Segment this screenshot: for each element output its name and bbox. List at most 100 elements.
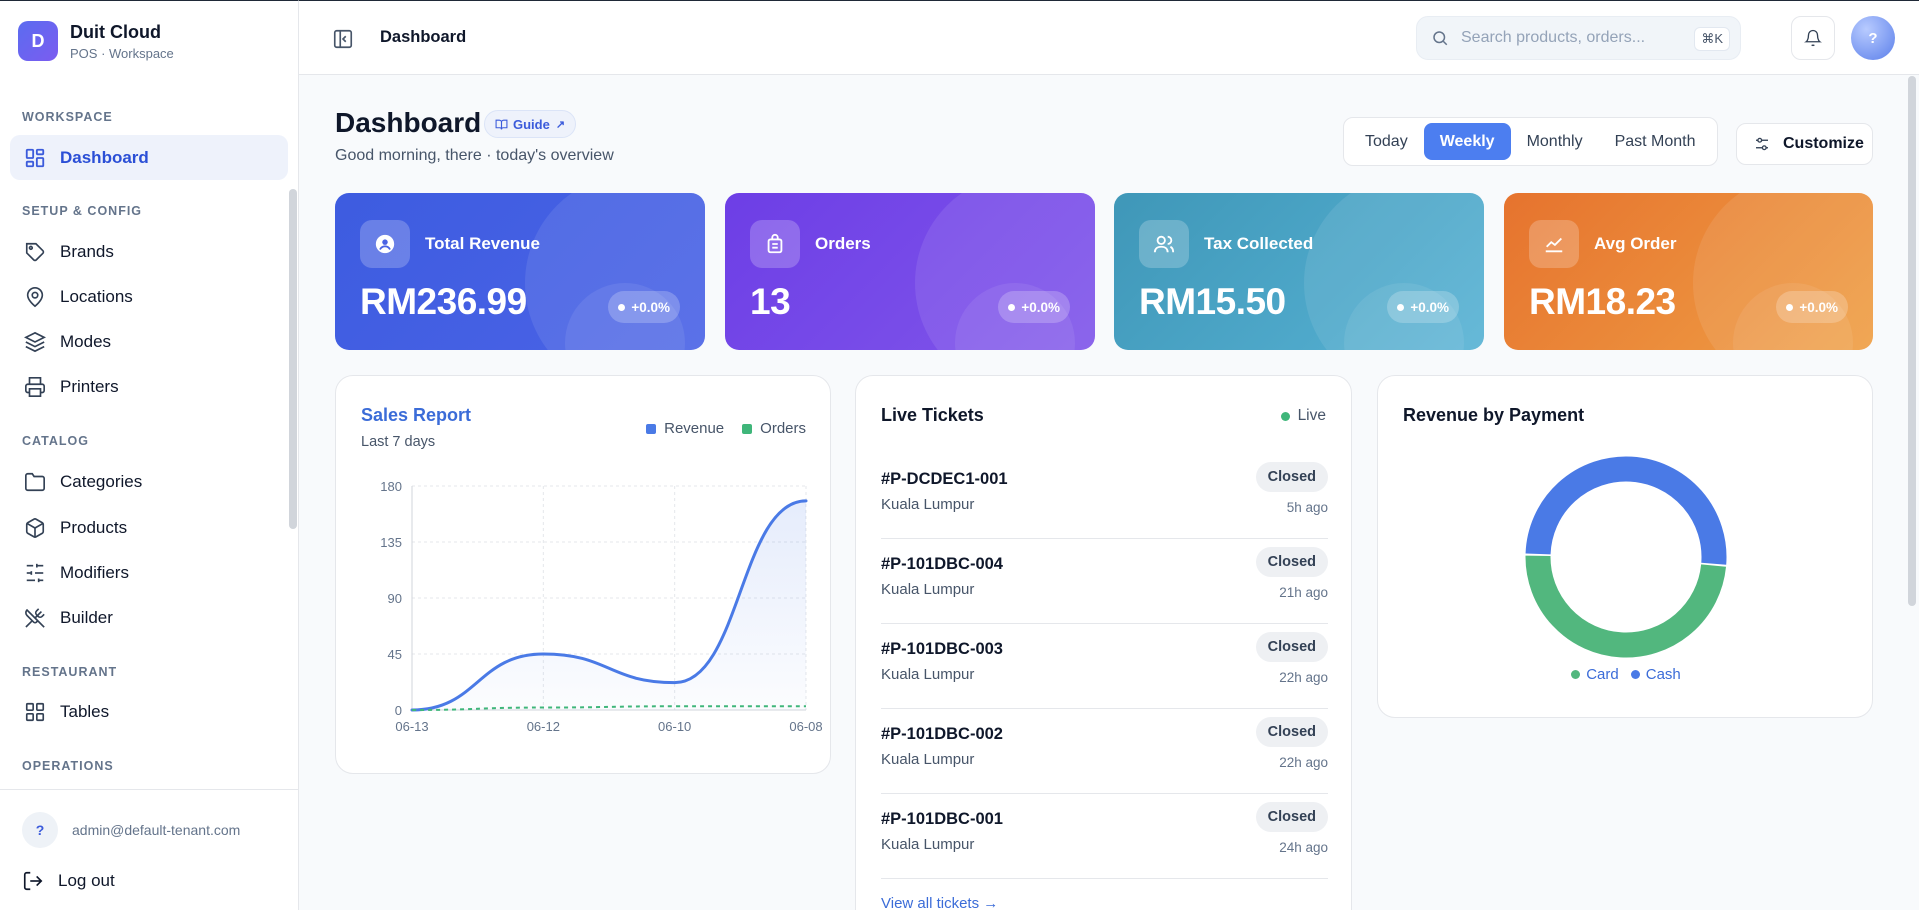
bell-icon xyxy=(1804,29,1822,47)
payment-donut-chart xyxy=(1525,456,1727,658)
kpi-value: RM15.50 xyxy=(1139,281,1286,322)
kpi-card-avg-order[interactable]: Avg Order RM18.23 +0.0% xyxy=(1504,193,1873,350)
kpi-label: Total Revenue xyxy=(425,234,540,253)
kpi-card-orders[interactable]: Orders 13 +0.0% xyxy=(725,193,1095,350)
payment-panel-title: Revenue by Payment xyxy=(1403,405,1585,425)
sales-report-panel: 0 45 90 135 180 06-13 06-12 06-10 06-08 Sales Re… xyxy=(335,375,831,774)
brand-name: Duit Cloud xyxy=(70,21,161,42)
sidebar-footer: ? admin@default-tenant.com Log out xyxy=(0,789,299,910)
live-dot-icon xyxy=(1280,411,1290,421)
x-tick-label: 06-12 xyxy=(527,719,560,734)
printer-icon xyxy=(24,376,46,398)
ticket-time: 5h ago xyxy=(1286,500,1328,515)
sidebar-item-tables[interactable]: Tables xyxy=(10,689,288,734)
grid-icon xyxy=(24,701,46,723)
live-indicator: Live xyxy=(1280,407,1326,425)
breadcrumb: Dashboard xyxy=(380,28,467,46)
guide-label: Guide xyxy=(513,116,550,132)
trend-chart-icon xyxy=(1529,220,1579,268)
notifications-button[interactable] xyxy=(1791,16,1835,60)
ticket-time: 22h ago xyxy=(1279,755,1328,770)
list-item[interactable]: #P-101DBC-003 Kuala Lumpur Closed 22h ag… xyxy=(881,624,1328,709)
utensils-icon xyxy=(24,607,46,629)
sidebar-nav: WORKSPACE Dashboard SETUP & CONFIG Brand… xyxy=(0,101,299,787)
sidebar-item-builder[interactable]: Builder xyxy=(10,595,288,640)
ticket-location: Kuala Lumpur xyxy=(881,581,975,598)
sidebar-toggle-icon[interactable] xyxy=(332,28,356,50)
sidebar-item-label: Modifiers xyxy=(60,562,129,582)
brand[interactable]: D Duit Cloud POS · Workspace xyxy=(18,21,174,61)
sidebar-item-modes[interactable]: Modes xyxy=(10,319,288,364)
view-all-tickets-link[interactable]: View all tickets → xyxy=(881,895,999,910)
sidebar-item-categories[interactable]: Categories xyxy=(10,459,288,504)
sidebar-item-label: Brands xyxy=(60,241,114,261)
folder-icon xyxy=(24,471,46,493)
search-icon xyxy=(1433,31,1448,46)
range-selector: Today Weekly Monthly Past Month xyxy=(1343,117,1718,166)
y-tick-label: 135 xyxy=(380,535,402,550)
list-item[interactable]: #P-101DBC-004 Kuala Lumpur Closed 21h ag… xyxy=(881,539,1328,624)
kpi-card-tax-collected[interactable]: Tax Collected RM15.50 +0.0% xyxy=(1114,193,1484,350)
settings-sliders-icon xyxy=(1756,137,1768,151)
legend-item-card[interactable]: Card xyxy=(1571,666,1619,683)
donut-slice-card[interactable] xyxy=(1525,555,1727,658)
y-tick-label: 90 xyxy=(388,591,402,606)
range-today[interactable]: Today xyxy=(1365,132,1408,150)
customize-label: Customize xyxy=(1783,135,1864,152)
x-tick-label: 06-10 xyxy=(658,719,691,734)
guide-button[interactable]: Guide ↗ xyxy=(484,110,577,138)
status-badge: Closed xyxy=(1255,802,1328,832)
user-row[interactable]: ? admin@default-tenant.com xyxy=(22,812,240,848)
logout-button[interactable]: Log out xyxy=(22,870,115,892)
revenue-by-payment-panel: Revenue by Payment Card Cash xyxy=(1377,375,1873,718)
range-weekly[interactable]: Weekly xyxy=(1423,123,1511,160)
ticket-location: Kuala Lumpur xyxy=(881,836,975,853)
range-monthly[interactable]: Monthly xyxy=(1526,132,1583,150)
avatar: ? xyxy=(22,812,58,848)
list-item[interactable]: #P-101DBC-002 Kuala Lumpur Closed 22h ag… xyxy=(881,709,1328,794)
kpi-label: Tax Collected xyxy=(1204,234,1314,253)
ticket-location: Kuala Lumpur xyxy=(881,496,975,513)
page-scrollbar[interactable] xyxy=(1907,76,1917,606)
ticket-id: #P-101DBC-001 xyxy=(881,810,1003,828)
legend-label: Orders xyxy=(760,420,806,437)
tag-icon xyxy=(24,241,46,263)
customize-button[interactable]: Customize xyxy=(1736,123,1873,165)
dollar-icon xyxy=(360,220,410,268)
y-tick-label: 0 xyxy=(395,703,402,718)
range-past-month[interactable]: Past Month xyxy=(1614,132,1696,150)
logout-label: Log out xyxy=(58,871,115,890)
shopping-bag-icon xyxy=(750,220,800,268)
chart-legend: Revenue Orders xyxy=(628,420,806,437)
ticket-id: #P-101DBC-004 xyxy=(881,555,1003,573)
search-box[interactable]: ⌘K xyxy=(1416,16,1741,60)
user-email: admin@default-tenant.com xyxy=(72,822,241,838)
list-item[interactable]: #P-DCDEC1-001 Kuala Lumpur Closed 5h ago xyxy=(881,454,1328,539)
sales-report-title[interactable]: Sales Report xyxy=(361,405,472,425)
sidebar-item-locations[interactable]: Locations xyxy=(10,274,288,319)
sidebar-item-brands[interactable]: Brands xyxy=(10,229,288,274)
section-label-operations: OPERATIONS xyxy=(22,759,114,773)
search-input[interactable] xyxy=(1461,29,1691,47)
status-badge: Closed xyxy=(1255,462,1328,492)
live-tickets-title: Live Tickets xyxy=(881,405,984,425)
list-item[interactable]: #P-101DBC-001 Kuala Lumpur Closed 24h ag… xyxy=(881,794,1328,879)
sidebar-item-label: Categories xyxy=(60,471,143,491)
live-tickets-panel: Live Tickets Live #P-DCDEC1-001 Kuala Lu… xyxy=(855,375,1352,910)
sidebar-item-dashboard[interactable]: Dashboard xyxy=(10,135,288,180)
donut-slice-cash[interactable] xyxy=(1525,456,1727,565)
sidebar-item-products[interactable]: Products xyxy=(10,505,288,550)
kpi-card-total-revenue[interactable]: Total Revenue RM236.99 +0.0% xyxy=(335,193,705,350)
payment-legend: Card Cash xyxy=(1378,666,1874,683)
sidebar: D Duit Cloud POS · Workspace WORKSPACE D… xyxy=(0,0,299,910)
sidebar-item-label: Products xyxy=(60,517,128,537)
sidebar-scrollbar[interactable] xyxy=(289,189,297,529)
sidebar-item-printers[interactable]: Printers xyxy=(10,364,288,409)
legend-item-revenue[interactable]: Revenue xyxy=(646,420,724,437)
avatar[interactable]: ? xyxy=(1851,16,1895,60)
ticket-location: Kuala Lumpur xyxy=(881,666,975,683)
sidebar-item-modifiers[interactable]: Modifiers xyxy=(10,550,288,595)
legend-item-orders[interactable]: Orders xyxy=(742,420,806,437)
package-icon xyxy=(24,517,46,539)
legend-item-cash[interactable]: Cash xyxy=(1630,666,1681,683)
